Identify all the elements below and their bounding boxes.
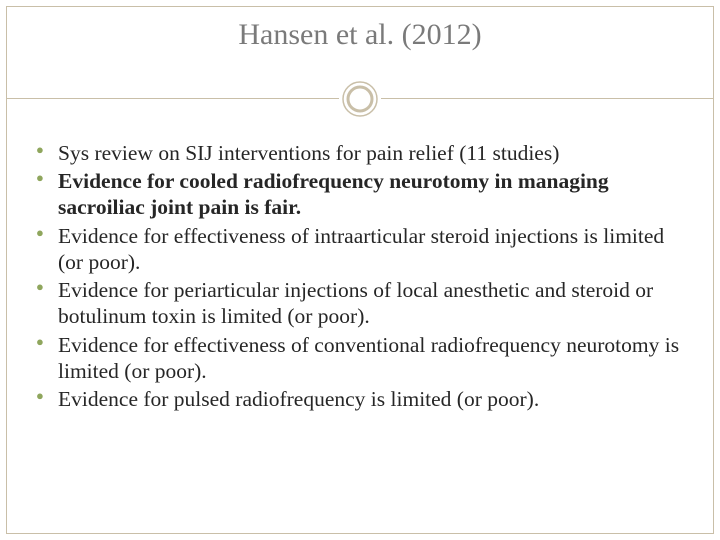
bullet-list: Sys review on SIJ interventions for pain… [34,140,686,412]
ring-ornament-icon [339,78,381,120]
list-item: Evidence for pulsed radiofrequency is li… [34,386,686,412]
list-item: Sys review on SIJ interventions for pain… [34,140,686,166]
content-area: Sys review on SIJ interventions for pain… [34,140,686,414]
list-item: Evidence for cooled radiofrequency neuro… [34,168,686,220]
title-area: Hansen et al. (2012) [0,18,720,52]
list-item: Evidence for effectiveness of convention… [34,332,686,384]
list-item: Evidence for periarticular injections of… [34,277,686,329]
slide: Hansen et al. (2012) Sys review on SIJ i… [0,0,720,540]
slide-title: Hansen et al. (2012) [0,18,720,52]
list-item: Evidence for effectiveness of intraartic… [34,223,686,275]
